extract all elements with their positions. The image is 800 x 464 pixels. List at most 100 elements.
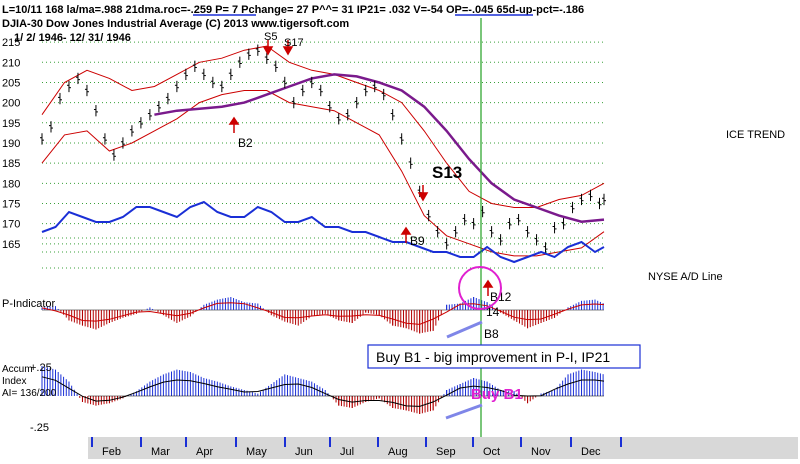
- price-bar: [147, 109, 152, 121]
- price-bar: [372, 80, 377, 93]
- accum-index-bars: [41, 366, 604, 414]
- accum-label-1: Accum: [2, 364, 33, 375]
- y-tick-200: 200: [2, 98, 20, 110]
- y-tick-165: 165: [2, 239, 20, 251]
- price-bar: [327, 101, 332, 113]
- accum-top-value: +.25: [30, 362, 52, 374]
- month-label-sep: Sep: [436, 446, 456, 458]
- price-bar: [597, 197, 602, 210]
- price-gridlines: [42, 41, 604, 245]
- price-bar: [255, 44, 260, 56]
- price-bar: [318, 84, 323, 97]
- highlight-circle: [458, 266, 502, 310]
- price-bar: [282, 76, 287, 89]
- price-bar: [174, 80, 179, 93]
- price-bar: [102, 133, 107, 145]
- y-tick-170: 170: [2, 219, 20, 231]
- month-label-feb: Feb: [102, 446, 121, 458]
- signal-arrows: [228, 40, 494, 296]
- month-label-may: May: [246, 446, 267, 458]
- y-tick-205: 205: [2, 77, 20, 89]
- price-bar: [273, 60, 278, 72]
- signal-s13: S13: [432, 163, 462, 182]
- month-axis: Feb Mar Apr May Jun Jul Aug Sep Oct Nov Dec: [91, 437, 622, 458]
- header-title: DJIA-30 Dow Jones Industrial Average (C)…: [2, 18, 349, 30]
- price-bar: [183, 68, 188, 81]
- month-label-dec: Dec: [581, 446, 601, 458]
- price-bar: [192, 60, 197, 72]
- header-stats: L=10/11 168 la/ma=.988 21dma.roc=-.259 P…: [2, 4, 584, 16]
- accum-label-2: Index: [2, 376, 26, 387]
- price-bar: [66, 80, 71, 93]
- price-bar: [534, 234, 539, 246]
- price-bar: [264, 52, 269, 64]
- price-bar: [138, 117, 143, 129]
- y-tick-190: 190: [2, 138, 20, 150]
- price-bar: [219, 80, 224, 93]
- price-bar: [57, 92, 62, 105]
- ice-trend-label: ICE TREND: [726, 129, 785, 141]
- price-bar: [462, 213, 467, 226]
- price-bar: [498, 234, 503, 246]
- price-bar: [165, 92, 170, 105]
- price-bar: [354, 96, 359, 109]
- price-bar: [579, 193, 584, 206]
- price-bar: [291, 96, 296, 109]
- price-bar: [552, 222, 557, 234]
- price-bar: [525, 226, 530, 238]
- price-bar: [399, 133, 404, 145]
- signal-b8: B8: [484, 327, 499, 341]
- price-bar: [40, 133, 44, 145]
- signal-b12: B12: [490, 290, 512, 304]
- price-bar: [309, 76, 314, 89]
- price-bar: [543, 242, 548, 254]
- price-bar: [363, 84, 368, 97]
- nyse-ad-line: [41, 200, 605, 264]
- callout-box: [367, 344, 641, 369]
- price-bar: [588, 189, 593, 202]
- month-label-mar: Mar: [151, 446, 170, 458]
- price-bar: [516, 213, 521, 226]
- price-bar: [570, 201, 575, 214]
- price-bar: [210, 76, 215, 89]
- price-bar: [129, 125, 134, 137]
- month-label-aug: Aug: [388, 446, 408, 458]
- price-bar: [336, 113, 341, 125]
- price-bar: [471, 218, 476, 230]
- signal-s17: S17: [284, 37, 304, 49]
- y-tick-210: 210: [2, 57, 20, 69]
- p-indicator-average: [41, 302, 605, 325]
- p-indicator-trendline: [446, 320, 483, 339]
- month-label-jul: Jul: [340, 446, 354, 458]
- price-bar: [48, 121, 53, 133]
- signal-s5: S5: [264, 31, 277, 43]
- price-axis-ticks: 215 210 205 200 195 190 185 180 175 170 165: [2, 37, 20, 251]
- price-bars: [40, 44, 606, 254]
- month-label-apr: Apr: [196, 446, 213, 458]
- price-bar: [300, 84, 305, 97]
- price-bar: [120, 137, 125, 149]
- moving-average-line: [154, 73, 605, 223]
- nyse-ad-label: NYSE A/D Line: [648, 271, 723, 283]
- month-label-nov: Nov: [531, 446, 551, 458]
- y-tick-215: 215: [2, 37, 20, 49]
- price-bar: [444, 238, 449, 250]
- signal-14: 14: [486, 305, 500, 319]
- upper-band-line: [41, 45, 605, 208]
- header-daterange: 1/ 2/ 1946- 12/ 31/ 1946: [14, 32, 131, 44]
- price-bar: [390, 109, 395, 121]
- price-bar: [435, 226, 440, 238]
- price-bar: [246, 48, 251, 60]
- price-bar: [111, 149, 116, 161]
- price-bar: [201, 68, 206, 81]
- price-bar: [602, 193, 606, 206]
- y-tick-180: 180: [2, 178, 20, 190]
- accum-trendline: [445, 403, 483, 420]
- price-bar: [426, 209, 431, 222]
- signal-b2: B2: [238, 136, 253, 150]
- price-bar: [156, 101, 161, 113]
- p-indicator-label: P-Indicator: [2, 298, 56, 310]
- signal-b9: B9: [410, 234, 425, 248]
